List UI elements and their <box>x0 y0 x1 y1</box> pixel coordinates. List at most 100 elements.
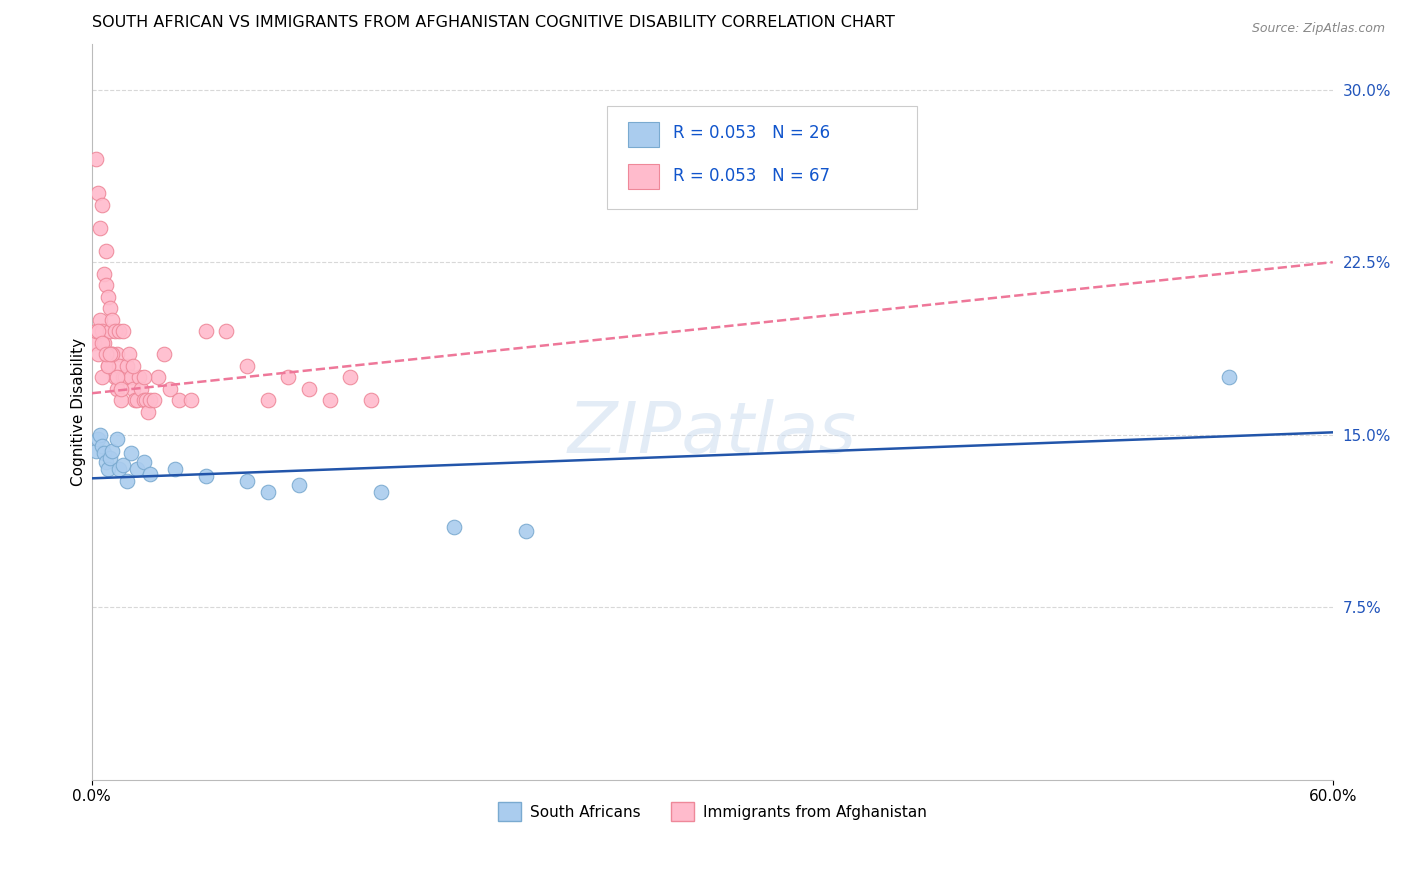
Point <box>120 446 142 460</box>
Point <box>105 382 128 396</box>
Point <box>107 359 129 373</box>
Point <box>122 359 145 373</box>
Point <box>96 244 118 258</box>
Point <box>110 382 132 396</box>
FancyBboxPatch shape <box>628 164 659 189</box>
Y-axis label: Cognitive Disability: Cognitive Disability <box>72 337 86 486</box>
Text: R = 0.053   N = 26: R = 0.053 N = 26 <box>672 125 830 143</box>
Point <box>105 347 128 361</box>
Point <box>115 359 138 373</box>
Point <box>97 462 120 476</box>
Point <box>124 393 146 408</box>
Point <box>256 393 278 408</box>
Point <box>89 427 111 442</box>
Point <box>128 370 150 384</box>
Point <box>167 393 190 408</box>
Point <box>87 347 110 361</box>
Point <box>318 393 340 408</box>
Point <box>105 432 128 446</box>
Point <box>115 474 138 488</box>
Point <box>100 347 122 361</box>
Text: SOUTH AFRICAN VS IMMIGRANTS FROM AFGHANISTAN COGNITIVE DISABILITY CORRELATION CH: SOUTH AFRICAN VS IMMIGRANTS FROM AFGHANI… <box>91 15 894 30</box>
Point <box>180 393 202 408</box>
Point <box>339 370 361 384</box>
Point <box>111 458 134 472</box>
Point <box>138 393 160 408</box>
Point <box>89 312 111 326</box>
Point <box>107 462 129 476</box>
Legend: South Africans, Immigrants from Afghanistan: South Africans, Immigrants from Afghanis… <box>492 797 934 827</box>
Point <box>101 347 124 361</box>
Point <box>1218 370 1240 384</box>
Point <box>142 393 165 408</box>
Point <box>360 393 382 408</box>
Point <box>96 278 118 293</box>
Point <box>114 370 136 384</box>
Point <box>101 347 124 361</box>
Point <box>84 443 107 458</box>
Point <box>370 485 392 500</box>
Point <box>100 324 122 338</box>
Point <box>138 467 160 481</box>
Point <box>97 359 120 373</box>
Point <box>110 393 132 408</box>
Point <box>135 393 157 408</box>
Point <box>127 393 149 408</box>
Point <box>153 347 176 361</box>
Point <box>84 324 107 338</box>
Point <box>146 370 169 384</box>
Point <box>100 450 122 465</box>
FancyBboxPatch shape <box>628 121 659 146</box>
Point <box>100 301 122 315</box>
Point <box>236 359 259 373</box>
Point <box>97 290 120 304</box>
Point <box>107 324 129 338</box>
Point <box>91 370 114 384</box>
Point <box>298 382 321 396</box>
Point <box>84 152 107 166</box>
Point <box>122 382 145 396</box>
Point <box>132 370 155 384</box>
Point <box>93 446 115 460</box>
Point <box>120 370 142 384</box>
Point <box>111 370 134 384</box>
Point <box>87 432 110 446</box>
Point <box>287 478 309 492</box>
Point <box>101 312 124 326</box>
Point <box>163 462 186 476</box>
Point <box>93 335 115 350</box>
Point <box>136 404 159 418</box>
Text: ZIPatlas: ZIPatlas <box>568 400 856 468</box>
Point <box>127 462 149 476</box>
Point <box>103 370 125 384</box>
Point <box>194 324 217 338</box>
Point <box>87 324 110 338</box>
Point <box>101 443 124 458</box>
FancyBboxPatch shape <box>607 106 917 210</box>
Point <box>111 324 134 338</box>
Point <box>96 347 118 361</box>
Point <box>96 455 118 469</box>
Point <box>443 519 465 533</box>
Point <box>132 393 155 408</box>
Point <box>159 382 181 396</box>
Text: R = 0.053   N = 67: R = 0.053 N = 67 <box>672 167 830 186</box>
Point <box>236 474 259 488</box>
Point <box>91 335 114 350</box>
Point <box>215 324 238 338</box>
Point <box>97 359 120 373</box>
Point <box>103 324 125 338</box>
Point <box>93 267 115 281</box>
Text: Source: ZipAtlas.com: Source: ZipAtlas.com <box>1251 22 1385 36</box>
Point <box>87 186 110 201</box>
Point <box>256 485 278 500</box>
Point <box>91 324 114 338</box>
Point <box>105 370 128 384</box>
Point <box>194 469 217 483</box>
Point <box>83 335 105 350</box>
Point <box>118 347 141 361</box>
Point <box>515 524 537 539</box>
Point <box>132 455 155 469</box>
Point <box>91 439 114 453</box>
Point <box>91 197 114 211</box>
